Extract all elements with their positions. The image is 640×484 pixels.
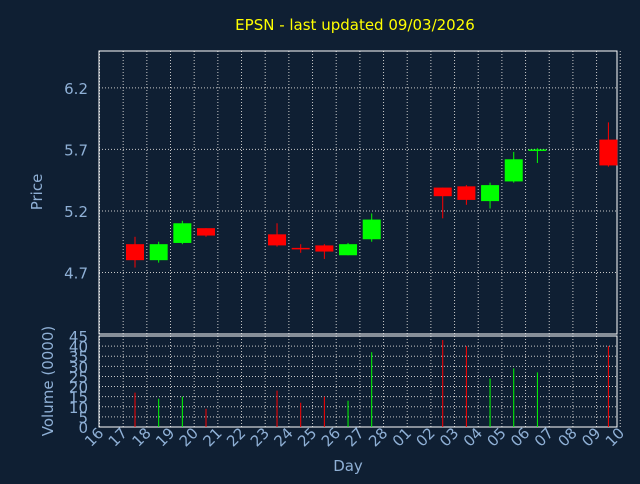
volume-tick-label: 10	[69, 399, 88, 417]
price-tick-label: 4.7	[64, 264, 88, 282]
x-tick-label: 06	[507, 424, 533, 450]
grid-lines	[99, 51, 621, 428]
x-tick-label: 27	[341, 424, 367, 450]
x-tick-label: 28	[365, 424, 391, 450]
plot-frames	[98, 50, 618, 428]
volume-panel-frame	[98, 335, 618, 428]
volume-tick-label: 40	[69, 338, 88, 356]
price-panel-frame	[98, 50, 618, 335]
candle-body	[599, 139, 618, 166]
axis-ticks: 4.75.25.76.20510152025303540451617181920…	[64, 80, 628, 450]
volume-tick-label: 35	[69, 348, 88, 366]
x-tick-label: 26	[318, 424, 344, 450]
volume-tick-label: 0	[78, 419, 88, 437]
candle-body	[433, 187, 452, 197]
x-axis-label: Day	[333, 457, 363, 475]
volume-tick-label: 15	[69, 389, 88, 407]
candle-body	[339, 244, 358, 256]
volume-bars	[134, 340, 609, 427]
volume-tick-label: 45	[69, 328, 88, 346]
x-tick-label: 03	[436, 424, 462, 450]
volume-tick-label: 5	[78, 409, 88, 427]
x-tick-label: 09	[578, 424, 604, 450]
volume-axis-label: Volume (0000)	[39, 326, 57, 436]
x-tick-label: 19	[152, 424, 178, 450]
x-tick-label: 25	[294, 424, 320, 450]
price-tick-label: 5.7	[64, 141, 88, 159]
x-tick-label: 17	[105, 424, 131, 450]
candle-body	[268, 234, 287, 246]
x-tick-label: 22	[223, 424, 249, 450]
candle-body	[291, 247, 310, 250]
price-axis-label: Price	[28, 174, 46, 211]
x-tick-label: 08	[554, 424, 580, 450]
price-tick-label: 6.2	[64, 80, 88, 98]
candle-body	[362, 219, 381, 240]
volume-tick-label: 20	[69, 379, 88, 397]
x-tick-label: 05	[483, 424, 509, 450]
x-tick-label: 10	[602, 424, 628, 450]
x-tick-label: 07	[531, 424, 557, 450]
volume-tick-label: 30	[69, 358, 88, 376]
candle-body	[173, 223, 192, 243]
candle-body	[457, 186, 476, 200]
x-tick-label: 04	[460, 424, 486, 450]
candle-body	[504, 159, 523, 182]
price-candles	[126, 122, 618, 268]
x-tick-label: 20	[176, 424, 202, 450]
volume-tick-label: 25	[69, 368, 88, 386]
candle-body	[315, 245, 334, 252]
candle-body	[126, 244, 145, 261]
x-tick-label: 02	[412, 424, 438, 450]
x-tick-label: 23	[247, 424, 273, 450]
x-tick-label: 18	[128, 424, 154, 450]
price-tick-label: 5.2	[64, 203, 88, 221]
candle-body	[197, 228, 216, 236]
chart-title: EPSN - last updated 09/03/2026	[235, 16, 475, 34]
candle-body	[481, 185, 500, 202]
x-tick-label: 21	[199, 424, 225, 450]
x-tick-label: 24	[270, 424, 296, 450]
x-tick-label: 01	[389, 424, 415, 450]
candle-body	[528, 149, 547, 151]
candle-body	[149, 244, 168, 261]
